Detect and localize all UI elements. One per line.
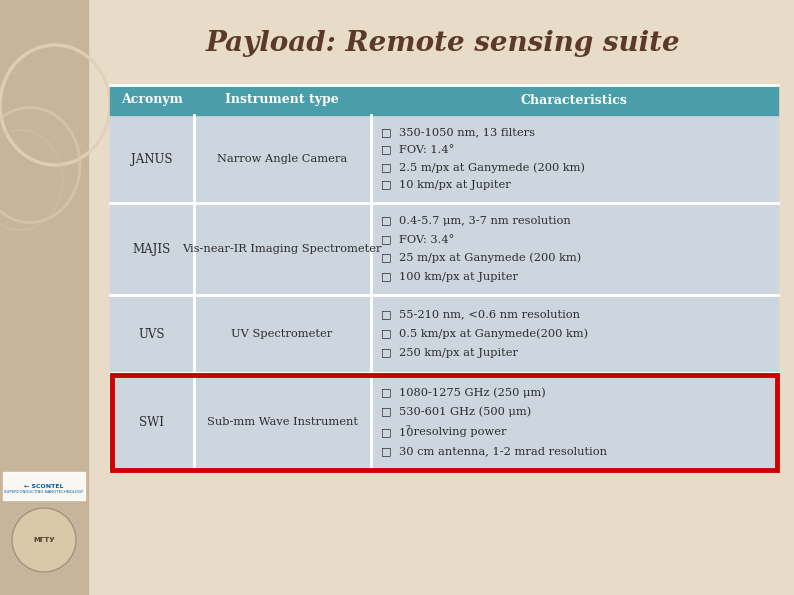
Text: □  0.5 km/px at Ganymede(200 km): □ 0.5 km/px at Ganymede(200 km) <box>380 328 588 339</box>
Text: ← SCONTEL: ← SCONTEL <box>25 484 64 488</box>
Text: □  2.5 m/px at Ganymede (200 km): □ 2.5 m/px at Ganymede (200 km) <box>380 162 584 173</box>
Bar <box>110 295 778 373</box>
Text: Instrument type: Instrument type <box>225 93 339 107</box>
Bar <box>110 85 778 115</box>
Text: SWI: SWI <box>139 415 164 428</box>
Text: JANUS: JANUS <box>131 152 172 165</box>
Text: UVS: UVS <box>138 327 165 340</box>
Text: □  FOV: 1.4°: □ FOV: 1.4° <box>380 145 454 155</box>
Text: □  1080-1275 GHz (250 μm): □ 1080-1275 GHz (250 μm) <box>380 387 545 398</box>
Circle shape <box>12 508 76 572</box>
Text: Vis-near-IR Imaging Spectrometer: Vis-near-IR Imaging Spectrometer <box>183 244 382 254</box>
Text: □  55-210 nm, <0.6 nm resolution: □ 55-210 nm, <0.6 nm resolution <box>380 309 580 320</box>
Text: Payload: Remote sensing suite: Payload: Remote sensing suite <box>206 30 680 57</box>
Bar <box>110 115 778 203</box>
Text: □  530-601 GHz (500 μm): □ 530-601 GHz (500 μm) <box>380 407 530 418</box>
Text: МГТУ: МГТУ <box>33 537 55 543</box>
Text: MAJIS: MAJIS <box>133 243 171 255</box>
Bar <box>0 0 88 595</box>
Text: UV Spectrometer: UV Spectrometer <box>231 329 333 339</box>
Text: □  0.4-5.7 μm, 3-7 nm resolution: □ 0.4-5.7 μm, 3-7 nm resolution <box>380 217 570 227</box>
Text: Sub-mm Wave Instrument: Sub-mm Wave Instrument <box>206 417 357 427</box>
Text: resolving power: resolving power <box>410 427 506 437</box>
Bar <box>110 203 778 295</box>
Text: □  250 km/px at Jupiter: □ 250 km/px at Jupiter <box>380 349 518 359</box>
Text: Narrow Angle Camera: Narrow Angle Camera <box>217 154 347 164</box>
Text: □  10 km/px at Jupiter: □ 10 km/px at Jupiter <box>380 180 511 190</box>
Text: □  FOV: 3.4°: □ FOV: 3.4° <box>380 234 454 245</box>
Text: □  10: □ 10 <box>380 427 413 437</box>
Text: □  100 km/px at Jupiter: □ 100 km/px at Jupiter <box>380 271 518 281</box>
Text: □  30 cm antenna, 1-2 mrad resolution: □ 30 cm antenna, 1-2 mrad resolution <box>380 446 607 456</box>
Text: □  25 m/px at Ganymede (200 km): □ 25 m/px at Ganymede (200 km) <box>380 253 580 264</box>
Bar <box>3 472 85 500</box>
Bar <box>110 373 778 471</box>
Text: SUPERCONDUCTING NANOTECHNOLOGY: SUPERCONDUCTING NANOTECHNOLOGY <box>5 490 83 494</box>
Text: 7: 7 <box>406 424 410 432</box>
Text: Characteristics: Characteristics <box>521 93 628 107</box>
Text: Acronym: Acronym <box>121 93 183 107</box>
Text: □  350-1050 nm, 13 filters: □ 350-1050 nm, 13 filters <box>380 127 534 137</box>
